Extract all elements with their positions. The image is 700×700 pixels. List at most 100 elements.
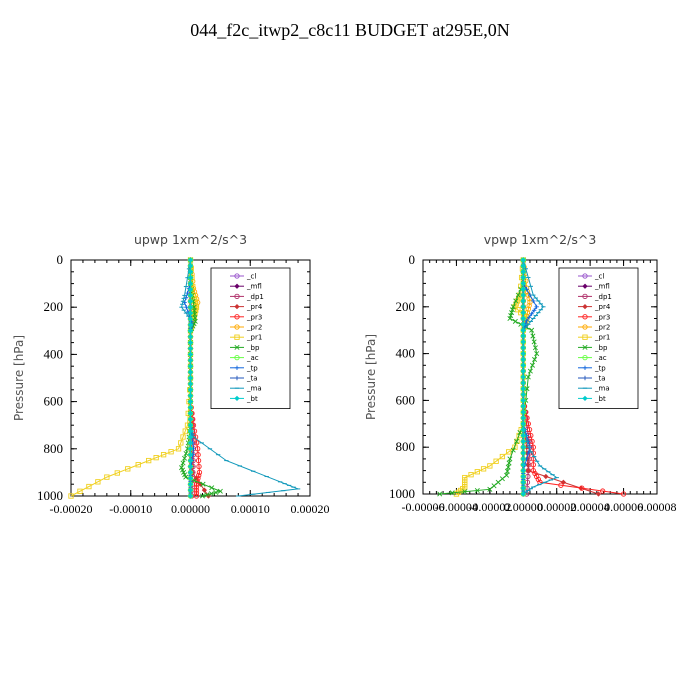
data-point [449,490,455,496]
data-point [515,307,521,313]
data-point [520,427,526,433]
data-point [560,479,567,485]
data-point [530,333,536,339]
data-point [520,257,526,263]
panel-1: upwp 1xm^2/s^3 Pressure [hPa] 0 200 400 600 80… [12,232,330,516]
legend-label: _ta [594,375,606,383]
series-bt [187,257,194,499]
data-point [180,434,186,440]
data-point [529,362,535,368]
data-point [187,381,194,387]
y-tick-label: 600 [396,392,416,407]
legend-label: _ma [246,385,262,393]
data-point [153,455,159,461]
data-point [520,391,526,398]
data-point [514,438,520,444]
data-point [195,457,202,464]
data-point [520,444,526,450]
data-point [509,307,515,313]
data-point [534,351,540,357]
data-point [520,356,526,363]
data-point [531,339,537,345]
legend-label: _pr4 [246,303,263,311]
data-point [187,457,194,464]
x-tick-label: 0.00006 [604,500,643,514]
data-point [520,462,526,468]
data-point [187,463,194,470]
data-point [520,315,526,322]
legend-label: _ta [246,375,258,383]
legend-marker [234,365,240,370]
data-point [520,397,526,404]
data-point [195,475,201,481]
data-point [178,440,184,446]
data-point [187,292,194,299]
data-point [175,446,182,452]
data-point [114,470,120,476]
data-point [520,409,526,415]
data-point [512,318,518,324]
y-tick-label: 400 [396,346,416,361]
data-point [504,472,510,478]
data-point [520,485,526,491]
data-point [462,489,468,495]
data-point [168,449,174,455]
data-point [531,308,537,313]
legend-label: _dp1 [594,293,612,301]
legend-marker [234,344,240,350]
x-tick-label: 0.00000 [504,500,543,514]
data-point [187,475,194,481]
x-tick-label: -0.00020 [50,502,93,516]
legend-marker [234,354,240,361]
data-point [520,456,526,462]
data-point [520,321,526,327]
data-point [187,357,194,363]
data-point [524,318,529,324]
series-pr1 [453,257,530,497]
legend-label: _pr4 [594,303,611,311]
data-point [183,451,189,457]
data-point [520,286,526,292]
x-tick-label: 0.00020 [291,502,330,516]
data-point [474,487,480,494]
data-point [196,463,202,470]
panel-title: upwp 1xm^2/s^3 [134,232,247,247]
data-point [493,458,499,464]
legend-marker [234,273,240,279]
data-point [182,428,188,434]
x-tick-label: -0.00002 [468,500,511,514]
data-point [499,453,506,460]
x-tick-label: 0.00008 [638,500,677,514]
data-point [86,483,92,490]
data-point [532,356,538,362]
legend-marker [582,395,588,402]
legend: _cl _mfl _dp1 _pr4 _pr3 _pr2 _pr1 _bp _ac _tp _ta _… [558,267,639,410]
legend-label: _bp [246,344,260,352]
data-point [507,315,513,322]
data-point [504,468,510,474]
data-point [529,311,534,317]
data-point [208,491,214,497]
data-point [187,345,194,352]
legend-label: _pr2 [594,324,610,332]
data-point [526,302,532,309]
data-point [182,455,188,461]
legend-label: _cl [246,273,256,281]
data-point [187,257,194,263]
data-point [187,434,194,440]
data-point [520,298,526,304]
legend-marker [234,303,240,310]
data-point [510,447,516,453]
legend-label: _tp [246,364,258,372]
data-point [195,452,201,458]
x-tick-label: 0.00000 [171,502,210,516]
data-point [187,316,194,322]
data-point [520,479,526,485]
data-point [193,484,200,490]
data-point [187,334,194,340]
y-tick-label: 400 [44,346,64,361]
data-point [187,404,194,411]
data-point [187,440,194,446]
data-point [515,292,521,298]
data-point [505,464,511,470]
